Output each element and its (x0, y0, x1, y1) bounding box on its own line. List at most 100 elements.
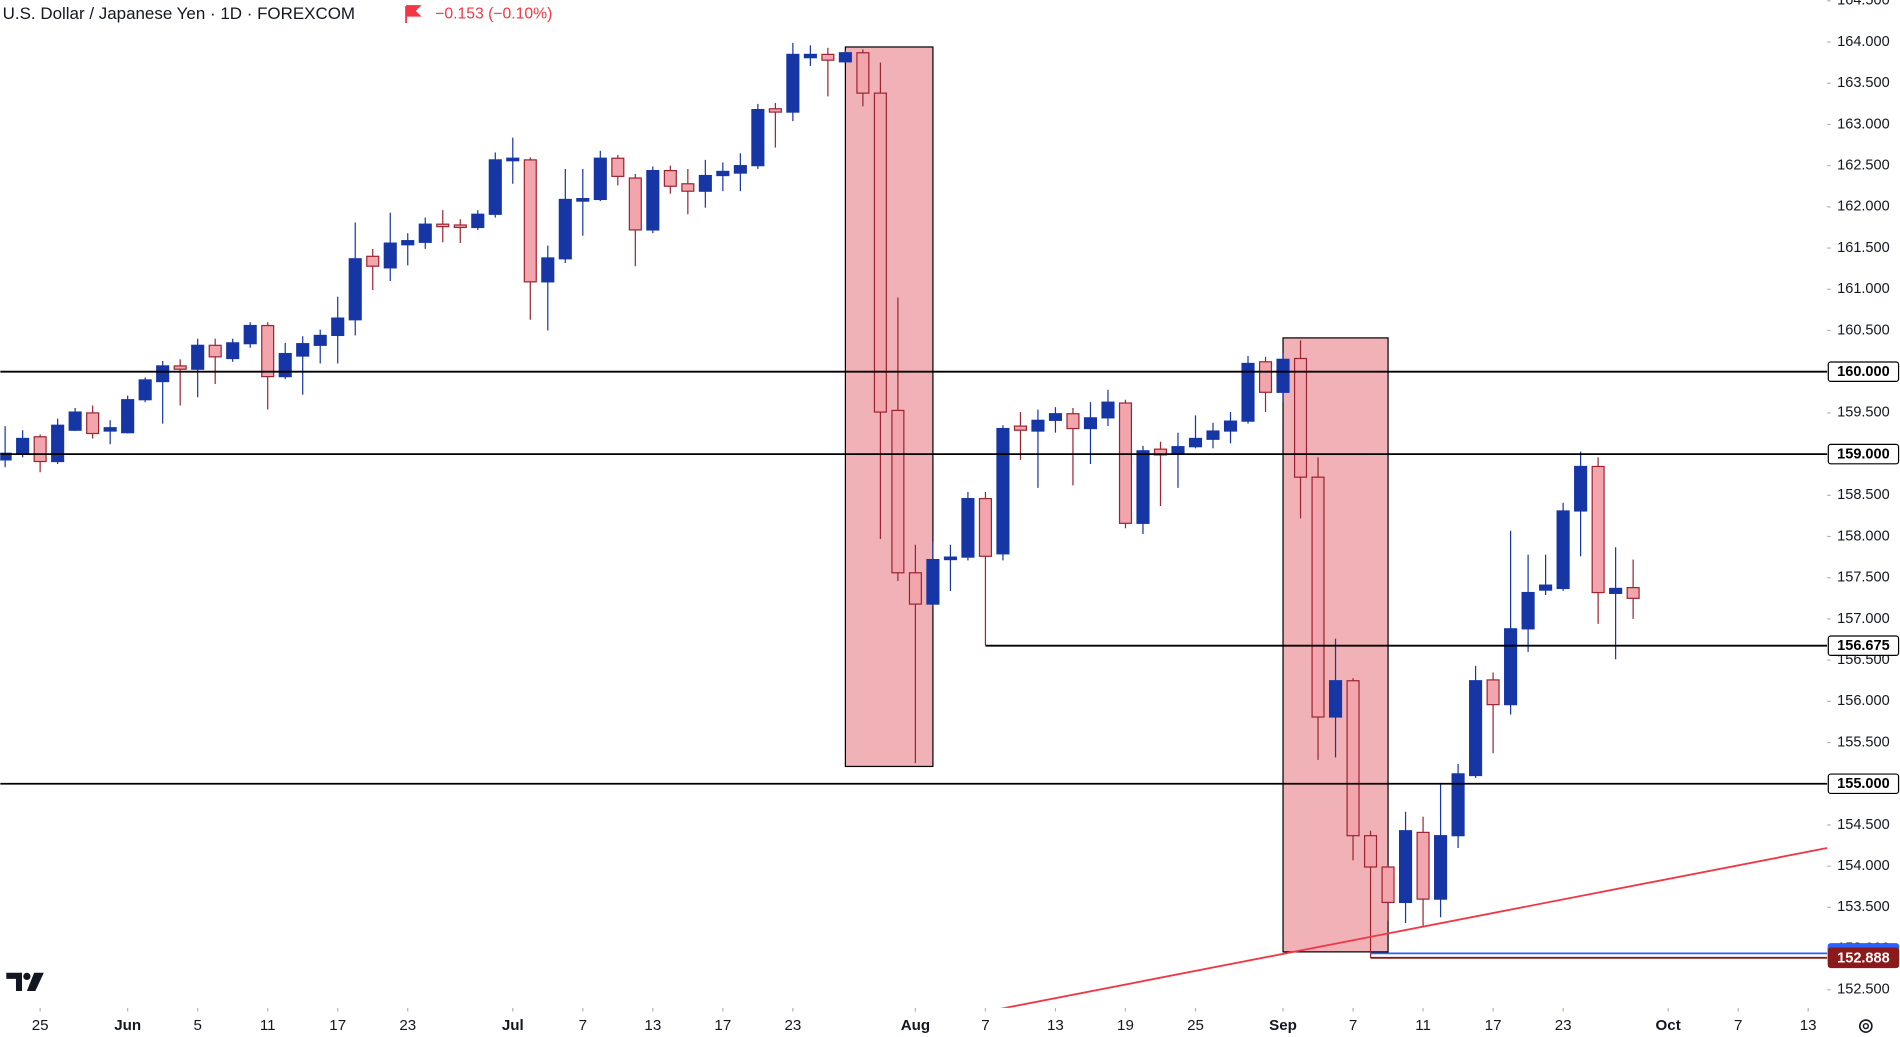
flag-icon (405, 5, 422, 24)
x-tick-label: 7 (579, 1017, 587, 1034)
x-tick-label: 13 (644, 1017, 661, 1034)
y-tick-label: 157.000 (1837, 611, 1889, 627)
candle-body (1574, 465, 1588, 512)
tradingview-logo (6, 972, 44, 991)
chart-title: U.S. Dollar / Japanese Yen · 1D · FOREXC… (3, 4, 355, 23)
candle-body (1609, 587, 1623, 594)
candle-body (1311, 476, 1325, 718)
candle-body (296, 343, 310, 357)
candle-body (1276, 358, 1290, 393)
y-tick-label: 156.000 (1837, 693, 1889, 709)
candle-body (1171, 446, 1185, 455)
candle-body (891, 409, 905, 574)
candle-body (716, 170, 730, 177)
candle-body (1451, 773, 1465, 837)
candle-body (751, 109, 765, 167)
candle-body (488, 159, 502, 215)
candle-body (698, 174, 712, 192)
candle-body (33, 436, 47, 463)
price-badge (1827, 773, 1900, 795)
x-tick-label: Aug (901, 1017, 930, 1034)
candle-body (383, 242, 397, 269)
price-badge-label: 156.675 (1837, 638, 1889, 654)
y-tick-label: 158.000 (1837, 528, 1889, 544)
candle-body (663, 169, 677, 187)
candle-body (1066, 413, 1080, 430)
y-tick-label: 154.000 (1837, 858, 1889, 874)
candle-body (996, 427, 1010, 555)
y-tick-label: 163.500 (1837, 75, 1889, 91)
y-tick-label: 160.500 (1837, 322, 1889, 338)
x-tick-label: 23 (399, 1017, 416, 1034)
candle-body (1188, 437, 1203, 448)
price-badge-label: 152.888 (1837, 950, 1889, 966)
header: U.S. Dollar / Japanese Yen · 1D · FOREXC… (3, 4, 553, 23)
candle-body (1469, 680, 1483, 777)
y-tick-label: 162.000 (1837, 199, 1889, 215)
candle-body (1206, 430, 1220, 440)
y-tick-label: 159.500 (1837, 405, 1889, 421)
candle-body (68, 411, 82, 431)
x-tick-label: 7 (981, 1017, 989, 1034)
candle-body (1504, 628, 1518, 706)
candle-body (821, 53, 835, 61)
candle-body (506, 157, 520, 162)
y-tick-label: 163.000 (1837, 116, 1889, 132)
candle-body (191, 344, 205, 370)
candle-body (1399, 830, 1413, 904)
candle-body (611, 157, 625, 177)
candle-body (1118, 402, 1133, 524)
candle-body (1136, 450, 1150, 524)
y-tick-label: 152.500 (1837, 982, 1889, 998)
candle-body (576, 198, 590, 202)
x-tick-label: 13 (1047, 1017, 1064, 1034)
candle-body (978, 497, 992, 557)
candle-body (926, 558, 940, 605)
settings-icon[interactable] (1859, 1019, 1873, 1033)
candle-body (173, 365, 187, 370)
candle-body (1101, 401, 1115, 419)
price-axis: 152.500153.000153.500154.000154.500155.0… (1827, 0, 1900, 998)
y-tick-label: 155.500 (1837, 734, 1889, 750)
x-tick-label: 13 (1800, 1017, 1817, 1034)
x-tick-label: 17 (714, 1017, 731, 1034)
candle-body (103, 427, 117, 432)
candle-body (908, 572, 922, 605)
candle-body (366, 255, 380, 267)
candle-body (628, 177, 642, 231)
price-badge-label: 160.000 (1837, 364, 1889, 380)
candle-body (1539, 584, 1553, 591)
candle-body (1434, 835, 1448, 900)
y-tick-label: 153.500 (1837, 899, 1889, 915)
candle-body (1048, 413, 1063, 421)
candle-body (418, 223, 432, 243)
x-tick-label: 11 (260, 1017, 276, 1034)
x-tick-label: 23 (784, 1017, 801, 1034)
candle-body (1293, 357, 1308, 478)
price-badge (1827, 361, 1900, 382)
candle-body (646, 169, 660, 231)
price-badge-label: 155.000 (1837, 776, 1889, 792)
x-tick-label: Jun (114, 1017, 141, 1034)
candle-body (1241, 362, 1255, 422)
candle-body (1591, 465, 1605, 594)
x-tick-label: 11 (1415, 1017, 1431, 1034)
y-tick-label: 157.500 (1837, 570, 1889, 586)
candle-body (943, 556, 957, 561)
x-tick-label: 5 (193, 1017, 201, 1034)
price-badge-label: 159.000 (1837, 447, 1889, 463)
x-tick-label: 23 (1555, 1017, 1572, 1034)
candle-body (1223, 420, 1238, 432)
candle-body (1013, 425, 1027, 431)
candle-body (471, 213, 485, 229)
candle-body (786, 53, 800, 113)
candle-body (1031, 419, 1045, 432)
y-tick-label: 161.500 (1837, 240, 1889, 256)
x-tick-label: Oct (1656, 1017, 1681, 1034)
price-badge (1827, 947, 1900, 969)
candle-body (278, 352, 292, 378)
y-tick-label: 164.000 (1837, 34, 1889, 50)
